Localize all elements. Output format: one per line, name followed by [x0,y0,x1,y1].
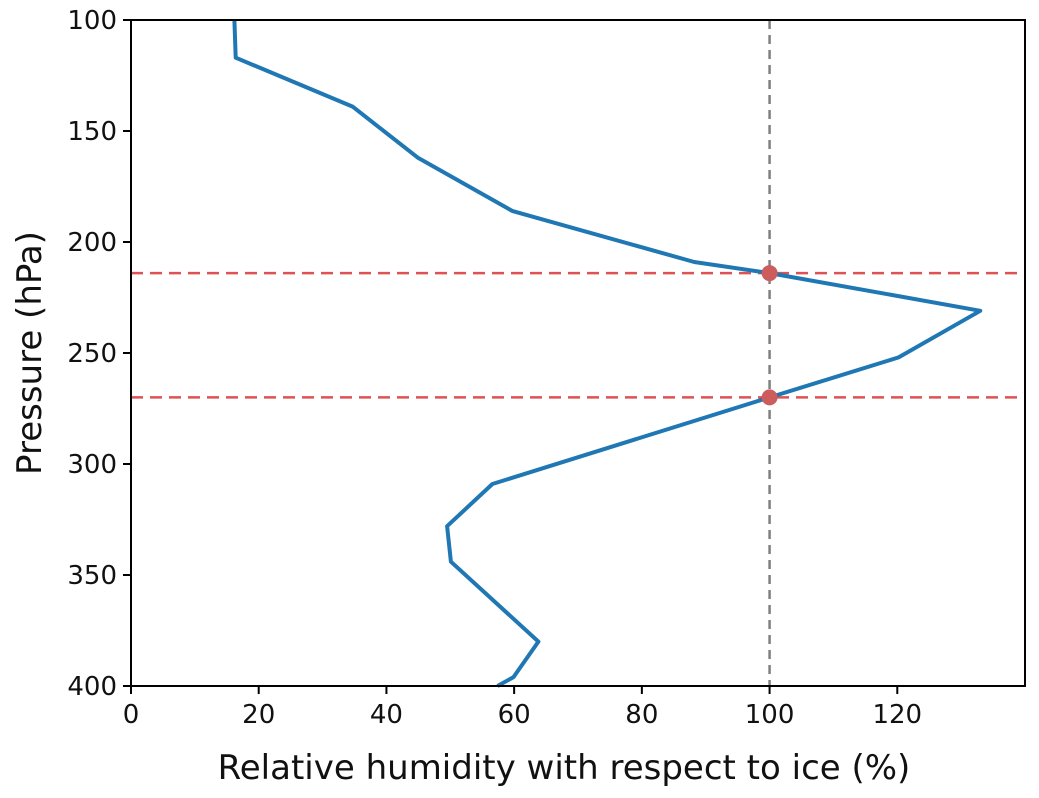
x-tick-label-1: 20 [242,700,275,730]
marker-layer [761,265,778,406]
y-axis: 100 150 200 250 300 350 400 [67,6,131,702]
x-tick-label-0: 0 [123,700,140,730]
y-tick-label-0: 100 [67,6,117,36]
x-tick-label-5: 100 [745,700,795,730]
y-tick-label-2: 200 [67,228,117,258]
x-axis-label: Relative humidity with respect to ice (%… [218,748,911,788]
intersection-marker-1 [761,389,778,406]
y-tick-label-1: 150 [67,117,117,147]
y-tick-label-5: 350 [67,561,117,591]
series-layer [232,19,983,688]
reference-lines [131,20,1025,686]
y-tick-label-4: 300 [67,450,117,480]
y-tick-label-3: 250 [67,339,117,369]
x-axis: 0 20 40 60 80 100 120 [123,686,922,730]
x-tick-label-2: 40 [370,700,403,730]
intersection-marker-0 [761,265,778,282]
x-tick-label-4: 80 [625,700,658,730]
series-line-0 [232,19,983,688]
x-tick-label-3: 60 [498,700,531,730]
x-tick-label-6: 120 [872,700,922,730]
y-tick-label-6: 400 [67,672,117,702]
plot-background [131,20,1025,686]
y-axis-label: Pressure (hPa) [10,231,50,475]
